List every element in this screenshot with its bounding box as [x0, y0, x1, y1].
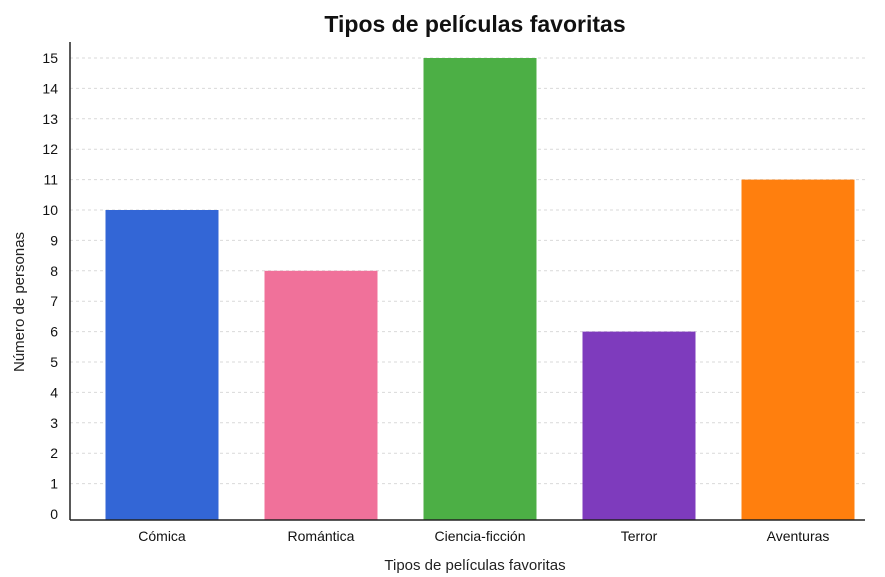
y-tick-label: 1 [50, 476, 58, 492]
y-tick-label: 10 [42, 202, 58, 218]
bar-1 [106, 210, 219, 520]
bars [106, 58, 855, 520]
x-axis-title: Tipos de películas favoritas [384, 557, 565, 574]
x-tick-label: Terror [621, 528, 658, 544]
y-tick-label: 13 [42, 111, 58, 127]
y-tick-label: 2 [50, 445, 58, 461]
y-tick-label: 11 [43, 172, 58, 188]
y-tick-label: 15 [42, 50, 58, 66]
y-axis-title: Número de personas [11, 232, 28, 372]
y-tick-label: 3 [50, 415, 58, 431]
y-tick-label: 9 [50, 232, 58, 248]
x-tick-label: Cómica [138, 528, 186, 544]
bar-2 [265, 271, 378, 520]
bar-3 [424, 58, 537, 520]
y-tick-label: 5 [50, 354, 58, 370]
y-tick-label: 4 [50, 384, 58, 400]
chart-title: Tipos de películas favoritas [324, 11, 625, 37]
x-tick-label: Ciencia-ficción [434, 528, 525, 544]
x-tick-labels: Cómica Romántica Ciencia-ficción Terror Aven… [138, 528, 829, 544]
x-tick-label: Aventuras [767, 528, 830, 544]
y-tick-label: 14 [42, 80, 58, 96]
y-tick-label: 8 [50, 263, 58, 279]
y-tick-label: 7 [50, 293, 58, 309]
y-tick-label: 6 [50, 324, 58, 340]
y-tick-label: 12 [42, 141, 58, 157]
bar-4 [583, 332, 696, 520]
bar-5 [742, 180, 855, 520]
x-tick-label: Romántica [288, 528, 355, 544]
y-tick-label: 0 [50, 506, 58, 522]
